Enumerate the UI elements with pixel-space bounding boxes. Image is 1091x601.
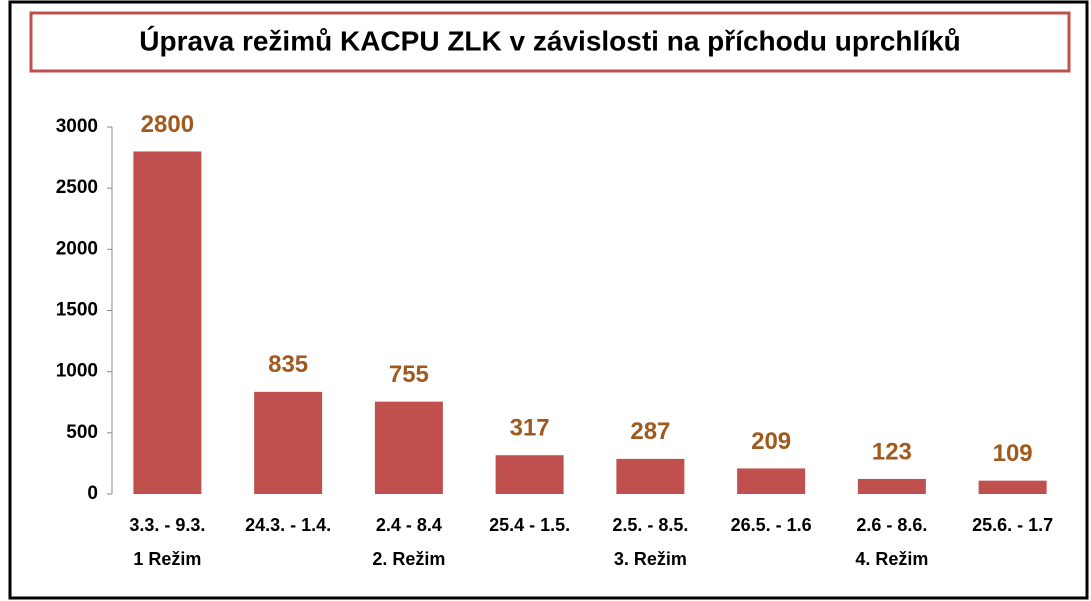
y-tick-label: 1000 <box>56 361 98 382</box>
data-label: 755 <box>389 361 429 388</box>
data-label: 123 <box>872 438 912 465</box>
data-label: 287 <box>630 418 670 445</box>
bar <box>254 391 323 494</box>
x-sublabel: 4. Režim <box>855 549 928 569</box>
x-sublabel: 2. Režim <box>372 549 445 569</box>
data-label: 835 <box>268 351 308 378</box>
bar <box>857 478 926 494</box>
title-box <box>29 11 1071 73</box>
x-tick-label: 26.5. - 1.6 <box>731 515 812 535</box>
x-sublabel: 3. Režim <box>614 549 687 569</box>
x-tick-label: 2.4 - 8.4 <box>376 515 442 535</box>
data-label: 109 <box>993 440 1033 467</box>
y-tick-label: 2500 <box>56 177 98 198</box>
bar <box>978 480 1047 494</box>
y-tick-label: 3000 <box>56 116 98 137</box>
x-tick-label: 2.5. - 8.5. <box>612 515 688 535</box>
x-tick-label: 3.3. - 9.3. <box>129 515 205 535</box>
x-tick-label: 24.3. - 1.4. <box>245 515 331 535</box>
bar <box>374 401 443 494</box>
y-tick-label: 500 <box>66 422 98 443</box>
data-label: 2800 <box>141 111 194 138</box>
bar <box>495 455 564 494</box>
y-tick-label: 0 <box>87 483 98 504</box>
x-tick-label: 25.4 - 1.5. <box>489 515 570 535</box>
x-sublabel: 1 Režim <box>133 549 201 569</box>
bar <box>616 458 685 494</box>
x-tick-label: 2.6 - 8.6. <box>856 515 927 535</box>
bar <box>133 151 202 494</box>
y-tick-label: 2000 <box>56 238 98 259</box>
x-tick-label: 25.6. - 1.7 <box>972 515 1053 535</box>
data-label: 209 <box>751 428 791 455</box>
chart-title: Úprava režimů KACPU ZLK v závislosti na … <box>139 25 961 56</box>
bar <box>737 468 806 494</box>
data-label: 317 <box>510 415 550 442</box>
y-tick-label: 1500 <box>56 300 98 321</box>
